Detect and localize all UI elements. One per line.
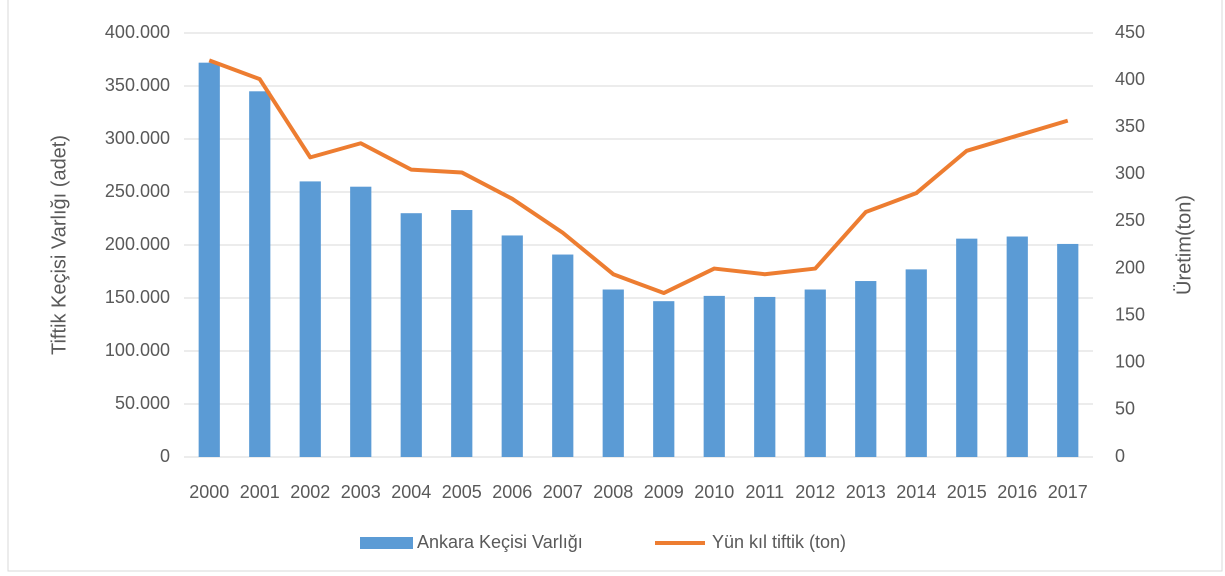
y2-tick-label: 400 [1115,69,1145,89]
bar [552,254,574,457]
x-tick-label: 2011 [745,482,784,502]
line [208,58,1069,296]
x-tick-label: 2012 [795,482,835,502]
bar [400,213,422,457]
y-tick-label: 150.000 [105,287,170,307]
y-tick-label: 350.000 [105,75,170,95]
x-tick-label: 2004 [391,482,431,502]
y-tick-label: 200.000 [105,234,170,254]
bar [451,210,473,457]
x-tick-label: 2000 [189,482,229,502]
bar [855,281,877,457]
y2-tick-label: 0 [1115,446,1125,466]
y2-tick-label: 50 [1115,399,1135,419]
x-tick-label: 2014 [896,482,936,502]
bar [350,186,372,457]
y-tick-label: 50.000 [115,393,170,413]
y2-tick-label: 150 [1115,304,1145,324]
x-tick-label: 2008 [593,482,633,502]
x-tick-label: 2015 [947,482,987,502]
y2-tick-label: 100 [1115,352,1145,372]
y-tick-label: 100.000 [105,340,170,360]
bar [653,301,675,457]
bar [1057,243,1079,457]
x-tick-label: 2003 [341,482,381,502]
x-tick-label: 2013 [846,482,886,502]
y2-tick-label: 450 [1115,22,1145,42]
y-tick-label: 400.000 [105,22,170,42]
y-tick-label: 250.000 [105,181,170,201]
y-tick-label: 300.000 [105,128,170,148]
x-tick-label: 2010 [694,482,734,502]
bar [602,289,624,457]
bar [804,289,826,457]
x-tick-label: 2005 [442,482,482,502]
x-tick-label: 2006 [492,482,532,502]
y2-tick-label: 300 [1115,163,1145,183]
y2-tick-label: 350 [1115,116,1145,136]
y-axis-label: Tiftik Keçisi Varlığı (adet) [48,135,70,355]
legend-label: Ankara Keçisi Varlığı [417,532,583,552]
x-tick-label: 2002 [290,482,330,502]
bar [703,295,725,457]
x-tick-label: 2017 [1048,482,1088,502]
bar [198,62,220,458]
legend-label: Yün kıl tiftik (ton) [712,532,846,552]
bar [1006,236,1028,457]
x-tick-label: 2007 [543,482,583,502]
bar [905,269,927,457]
bar [754,296,776,457]
bar [956,238,978,457]
y2-tick-label: 200 [1115,257,1145,277]
x-tick-label: 2009 [644,482,684,502]
bar [299,181,321,457]
x-tick-label: 2001 [240,482,280,502]
y2-tick-label: 250 [1115,210,1145,230]
x-tick-label: 2016 [997,482,1037,502]
legend-swatch [360,537,413,549]
y-tick-label: 0 [160,446,170,466]
bar [249,91,271,458]
y2-axis-label: Üretim(ton) [1173,195,1195,295]
bar [501,235,523,457]
